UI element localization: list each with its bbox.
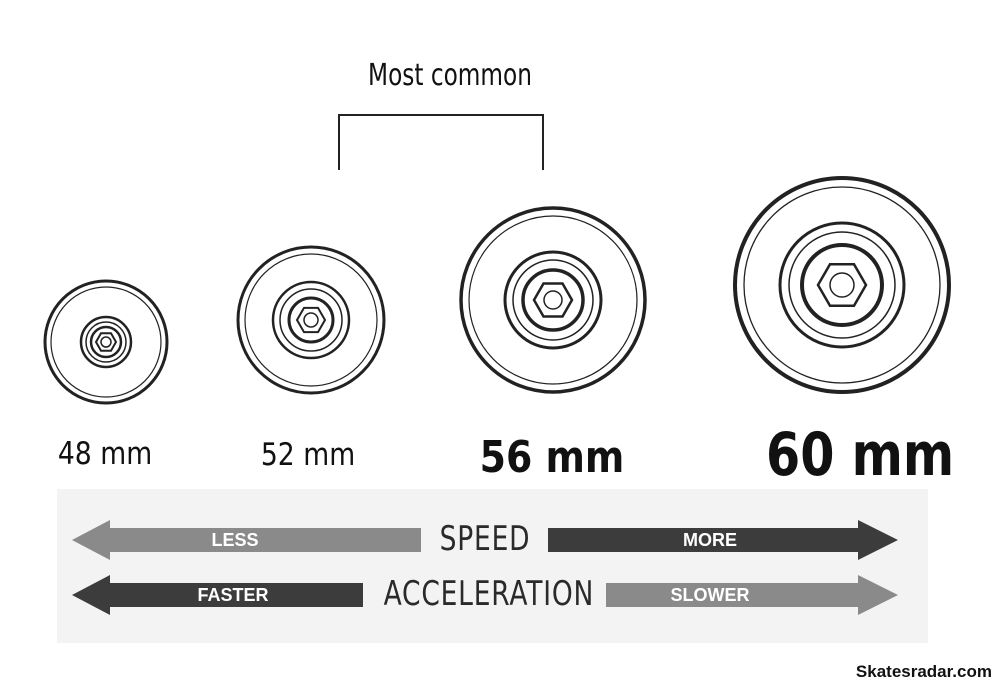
most-common-label: Most common [368,58,532,93]
comparison-panel [57,489,928,643]
speed-more-text: MORE [683,530,737,550]
most-common-bracket [338,114,544,170]
acceleration-slower-text: SLOWER [670,585,750,605]
acceleration-slower-arrow [606,575,898,615]
acceleration-faster-arrow [72,575,363,615]
wheel-60mm [733,176,951,394]
wheel-size-label-60mm: 60 mm [766,420,955,490]
site-credit: Skatesradar.com [855,662,992,681]
wheel-56mm [459,206,647,394]
wheel-size-label-52mm: 52 mm [260,437,356,473]
speed-less-text: LESS [211,530,259,550]
acceleration-label: ACCELERATION [383,574,595,614]
speed-label: SPEED [439,519,531,559]
speed-less-arrow [72,520,421,560]
acceleration-faster-text: FASTER [197,585,269,605]
wheel-52mm [236,245,386,395]
wheel-size-label-48mm: 48 mm [57,436,153,472]
speed-more-arrow [548,520,898,560]
wheel-size-label-56mm: 56 mm [479,432,625,483]
wheel-48mm [43,279,169,405]
